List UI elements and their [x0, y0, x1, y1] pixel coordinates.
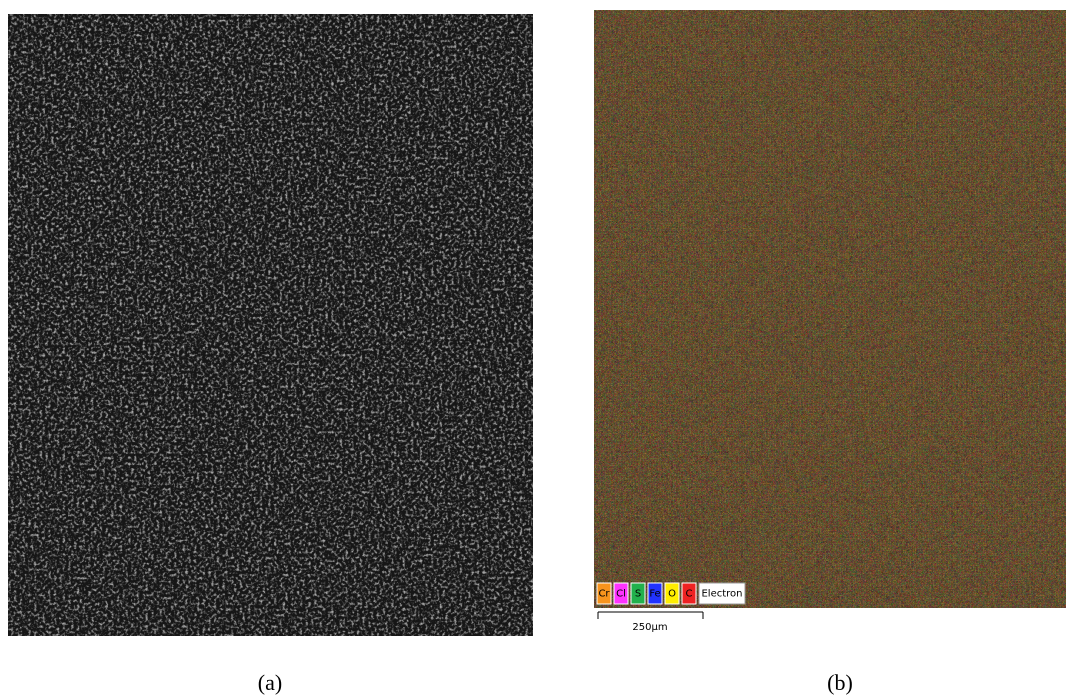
legend-label: O: [668, 589, 676, 600]
caption: (b): [827, 670, 853, 695]
figure: (a) Cr Cl S Fe OC Electron 250μm (b): [0, 0, 1068, 698]
eds-texture: [594, 10, 1066, 608]
legend-label: S: [635, 589, 641, 600]
legend-label: Cl: [616, 589, 626, 600]
legend-label: C: [686, 589, 693, 600]
legend-label: Fe: [649, 589, 660, 600]
legend-extra: Electron: [701, 589, 742, 600]
scale-label: 250μm: [632, 622, 667, 633]
panel-a: (a): [8, 14, 533, 695]
caption: (a): [258, 670, 282, 695]
sem-texture: [8, 14, 533, 636]
legend-label: Cr: [598, 589, 610, 600]
